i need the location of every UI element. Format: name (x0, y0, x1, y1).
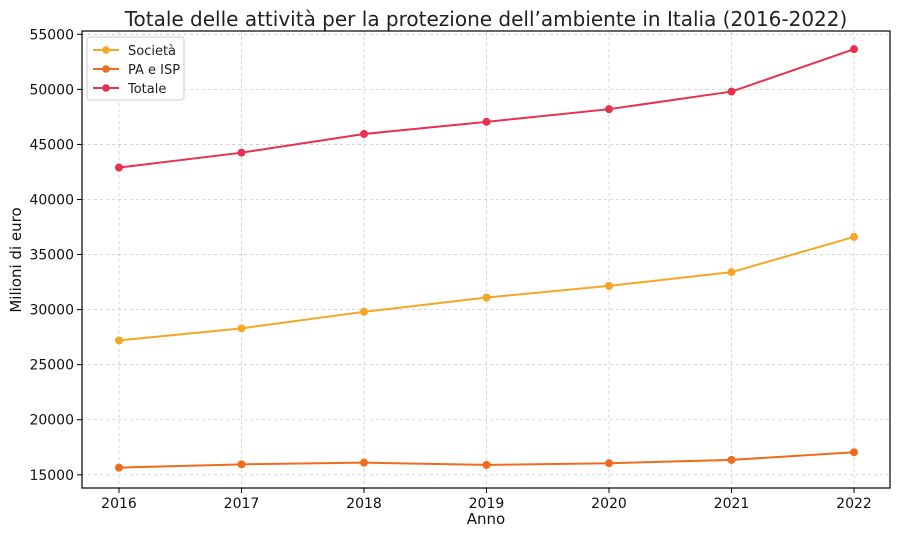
y-tick-label: 15000 (29, 468, 74, 484)
x-tick-label: 2020 (591, 496, 627, 512)
data-point (482, 293, 491, 302)
data-point (360, 458, 368, 467)
x-tick-label: 2018 (346, 496, 382, 512)
legend-entry: PA e ISP (93, 63, 180, 78)
y-axis-ticks: 15000 20000 25000 30000 35000 40000 45000 50000… (29, 27, 82, 484)
legend-marker (102, 46, 110, 54)
series-lines (115, 45, 858, 472)
x-tick-label: 2017 (224, 496, 260, 512)
data-point (115, 463, 123, 472)
y-tick-label: 45000 (29, 137, 74, 153)
series-pa-e-isp (115, 448, 858, 472)
legend-entry: Società (93, 44, 176, 59)
data-point (237, 460, 246, 469)
data-point (850, 45, 858, 54)
legend-entry: Totale (93, 82, 166, 97)
y-tick-label: 20000 (29, 413, 74, 429)
data-point (605, 281, 613, 290)
x-tick-label: 2022 (836, 496, 872, 512)
data-point (482, 460, 491, 469)
data-point (727, 455, 736, 464)
series-totale (115, 45, 858, 172)
y-tick-label: 25000 (29, 358, 74, 374)
data-point (727, 87, 736, 96)
series-societ- (115, 232, 858, 345)
x-tick-label: 2021 (714, 496, 750, 512)
legend-box (86, 36, 185, 101)
data-point (850, 232, 858, 241)
legend-marker (102, 84, 110, 92)
legend-label: Società (128, 44, 176, 59)
x-tick-label: 2016 (101, 496, 137, 512)
series-line (118, 235, 855, 342)
grid (82, 31, 890, 488)
series-line (118, 48, 855, 169)
data-point (727, 268, 736, 277)
x-tick-label: 2019 (469, 496, 505, 512)
legend-marker (102, 65, 110, 73)
x-axis-ticks: 2016 2017 2018 2019 2020 2021 2022 (101, 488, 872, 512)
data-point (605, 459, 613, 468)
legend-label: PA e ISP (128, 63, 180, 78)
legend: Società PA e ISP Totale (86, 36, 185, 101)
legend-label: Totale (127, 82, 166, 97)
y-tick-label: 50000 (29, 82, 74, 98)
data-point (482, 117, 491, 126)
y-tick-label: 35000 (29, 248, 74, 264)
data-point (605, 105, 613, 114)
data-point (360, 307, 368, 316)
y-axis-label: Milioni di euro (7, 207, 25, 312)
y-tick-label: 40000 (29, 192, 74, 208)
y-tick-label: 30000 (29, 303, 74, 319)
data-point (237, 324, 246, 333)
data-point (850, 448, 858, 457)
data-point (115, 163, 123, 172)
chart-title: Totale delle attività per la protezione … (124, 7, 848, 31)
data-point (360, 129, 368, 138)
data-point (115, 336, 123, 345)
y-tick-label: 55000 (29, 27, 74, 43)
data-point (237, 148, 246, 157)
x-axis-label: Anno (467, 510, 505, 528)
